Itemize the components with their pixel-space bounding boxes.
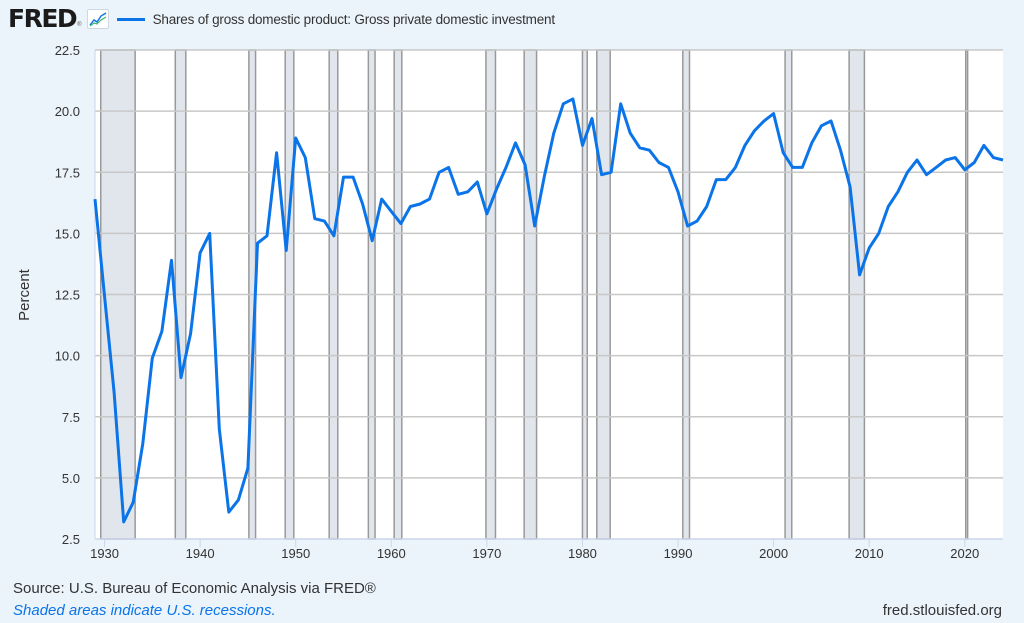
y-tick-label: 17.5 <box>55 165 80 180</box>
x-tick-label: 1990 <box>664 546 693 561</box>
chart-header: FRED ® Shares of gross domestic product:… <box>8 4 555 34</box>
series-line <box>93 97 1004 524</box>
y-tick-label: 15.0 <box>55 226 80 241</box>
x-tick-label: 2000 <box>759 546 788 561</box>
registered-mark: ® <box>77 22 82 28</box>
recession-note: Shaded areas indicate U.S. recessions. <box>13 602 276 619</box>
x-tick-label: 1930 <box>90 546 119 561</box>
x-tick-label: 2010 <box>855 546 884 561</box>
source-note: Source: U.S. Bureau of Economic Analysis… <box>13 580 376 597</box>
x-tick-label: 1960 <box>377 546 406 561</box>
y-tick-label: 7.5 <box>62 410 80 425</box>
legend-label: Shares of gross domestic product: Gross … <box>152 11 555 27</box>
legend: Shares of gross domestic product: Gross … <box>116 11 555 27</box>
y-tick-label: 12.5 <box>55 288 80 303</box>
x-tick-label: 2020 <box>950 546 979 561</box>
y-tick-label: 10.0 <box>55 349 80 364</box>
x-tick-label: 1970 <box>472 546 501 561</box>
fred-url-link[interactable]: fred.stlouisfed.org <box>882 602 1002 619</box>
y-tick-label: 22.5 <box>55 43 80 58</box>
graph-icon[interactable] <box>86 9 109 29</box>
fred-logo[interactable]: FRED <box>8 4 78 33</box>
legend-swatch <box>116 17 145 21</box>
y-axis-title: Percent <box>16 268 33 321</box>
y-tick-label: 5.0 <box>62 471 80 486</box>
x-tick-label: 1980 <box>568 546 597 561</box>
y-tick-label: 20.0 <box>55 104 80 119</box>
y-tick-label: 2.5 <box>62 532 80 547</box>
x-tick-label: 1940 <box>186 546 215 561</box>
x-tick-label: 1950 <box>281 546 310 561</box>
